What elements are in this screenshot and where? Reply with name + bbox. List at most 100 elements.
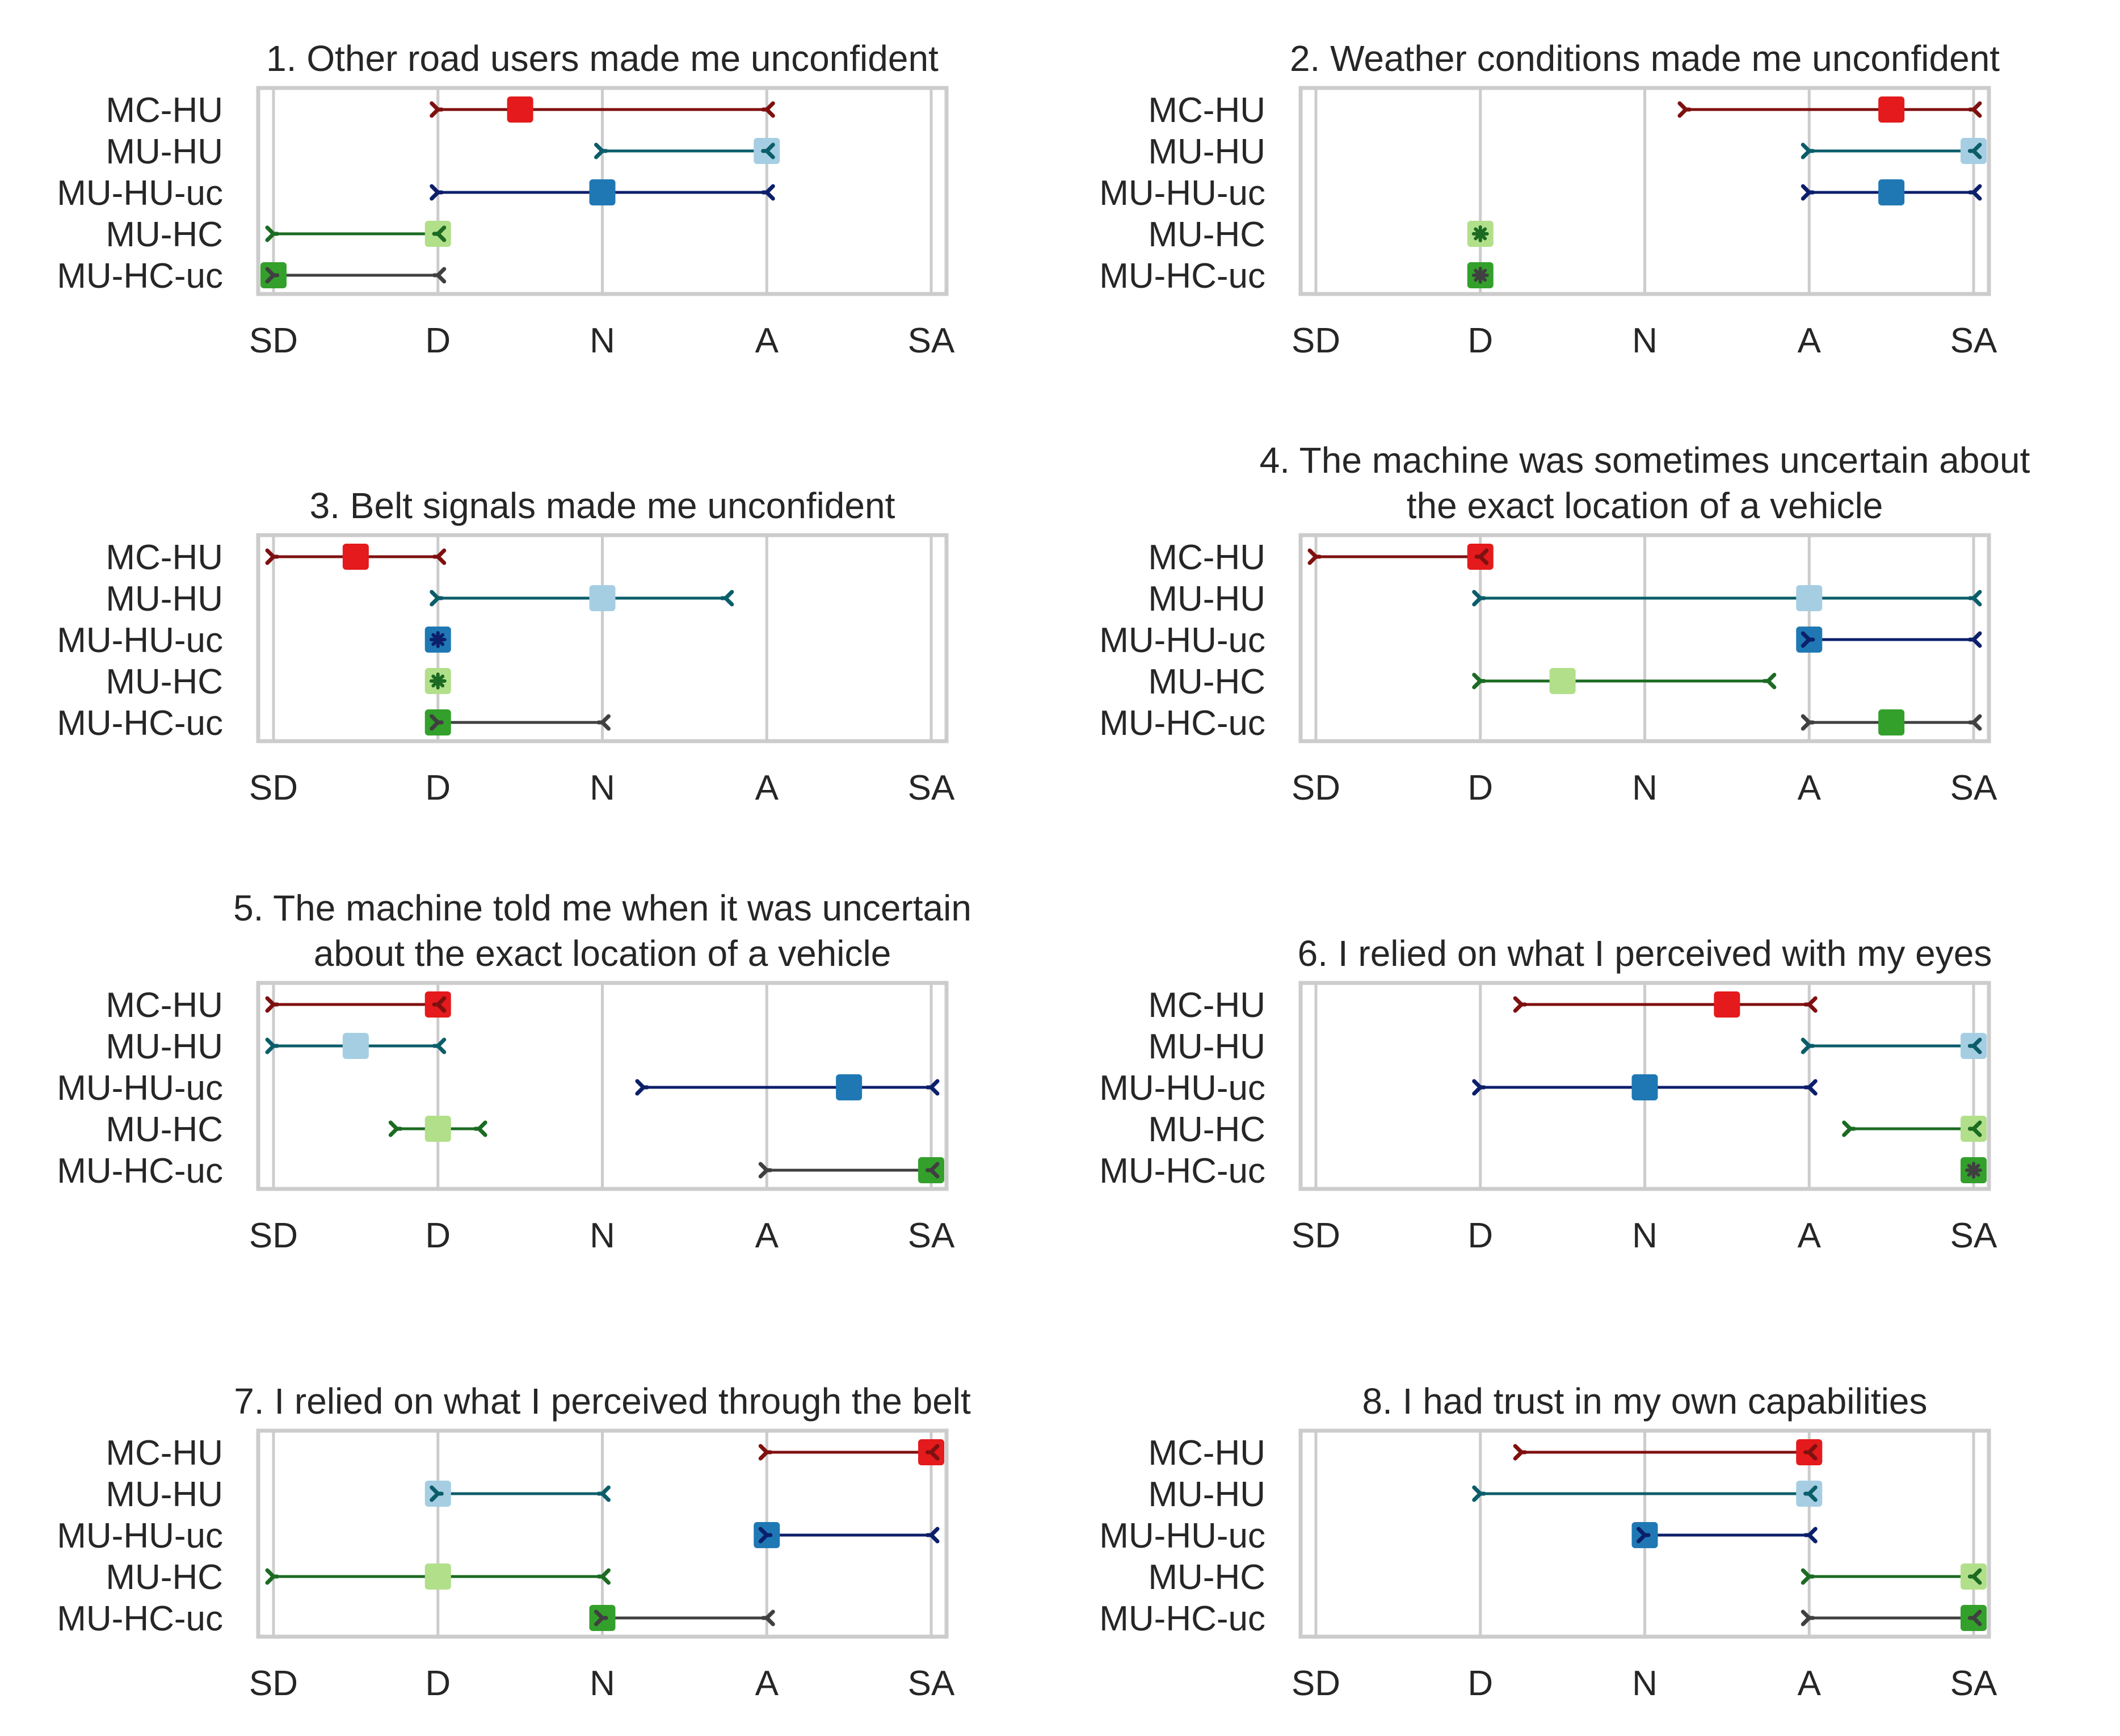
subplot-8: 8. I had trust in my own capabilities SD D… <box>1099 1381 1997 1703</box>
x-tick-label: N <box>590 321 615 360</box>
range-min-cap <box>265 1568 280 1585</box>
range-min-cap <box>758 1527 773 1544</box>
subplot-title: about the exact location of a vehicle <box>314 933 891 974</box>
y-tick-label: MU-HU-uc <box>57 1516 223 1556</box>
range-max-cap <box>432 548 447 565</box>
subplot-title: 6. I relied on what I perceived with my … <box>1298 933 1992 974</box>
range-max-cap <box>1967 142 1982 159</box>
y-tick-label: MU-HC-uc <box>1099 1151 1265 1191</box>
median-square <box>1549 668 1576 694</box>
range-min-cap <box>1637 1527 1651 1544</box>
subplot-6: 6. I relied on what I perceived with my … <box>1099 933 1997 1255</box>
x-tick-label: SA <box>908 321 955 360</box>
range-min-cap <box>1842 1120 1856 1137</box>
range-max-cap <box>761 184 775 201</box>
y-tick-label: MC-HU <box>106 1434 223 1473</box>
range-max-cap <box>1967 1037 1982 1054</box>
x-tick-label: D <box>1467 1664 1493 1703</box>
range-point-marker <box>1471 225 1489 242</box>
x-tick-label: A <box>755 1664 779 1703</box>
axes-frame <box>256 86 949 296</box>
range-max-cap <box>432 1037 447 1054</box>
subplot-title: 5. The machine told me when it was uncer… <box>233 888 971 928</box>
range-min-cap <box>388 1120 403 1137</box>
y-tick-label: MU-HU-uc <box>1099 1069 1265 1108</box>
subplot-title: 1. Other road users made me unconfident <box>266 38 939 79</box>
x-tick-label: N <box>590 768 615 808</box>
range-max-cap <box>1803 1485 1818 1502</box>
x-tick-label: SA <box>1950 1216 1997 1255</box>
range-max-cap <box>1803 1444 1818 1461</box>
y-tick-label: MU-HC <box>106 662 223 701</box>
x-tick-label: A <box>1798 1216 1822 1255</box>
range-min-cap <box>265 225 280 242</box>
y-tick-label: MU-HC-uc <box>57 704 223 743</box>
range-point-marker <box>429 631 447 648</box>
y-tick-label: MU-HC <box>106 1110 223 1149</box>
x-tick-label: SD <box>1292 1216 1340 1255</box>
y-tick-label: MC-HU <box>106 986 223 1025</box>
y-tick-label: MU-HU-uc <box>57 621 223 660</box>
range-min-cap <box>265 548 280 565</box>
range-min-cap <box>1801 631 1815 648</box>
median-square <box>589 179 616 205</box>
range-max-cap <box>761 142 775 159</box>
range-min-cap <box>1801 1037 1815 1054</box>
y-tick-label: MU-HC <box>1148 1558 1265 1597</box>
y-tick-label: MU-HU <box>1148 132 1265 171</box>
y-tick-label: MU-HC-uc <box>1099 704 1265 743</box>
axes-frame <box>1298 981 1991 1191</box>
subplot-title: 2. Weather conditions made me unconfiden… <box>1290 38 2000 79</box>
x-tick-label: N <box>1632 1216 1658 1255</box>
median-square <box>1878 179 1905 205</box>
y-tick-label: MU-HU-uc <box>57 1069 223 1108</box>
x-tick-label: SA <box>1950 321 1997 360</box>
x-tick-label: D <box>1467 321 1493 360</box>
y-tick-label: MC-HU <box>106 538 223 577</box>
y-tick-label: MU-HU-uc <box>1099 1516 1265 1556</box>
range-max-cap <box>1762 672 1777 690</box>
median-square <box>1878 709 1905 735</box>
median-square <box>424 1116 451 1142</box>
range-min-cap <box>758 1162 773 1179</box>
x-tick-label: SA <box>1950 1664 1997 1703</box>
y-tick-label: MU-HU <box>1148 1475 1265 1514</box>
x-tick-label: N <box>1632 768 1658 808</box>
x-tick-label: SA <box>908 1664 955 1703</box>
range-min-cap <box>430 184 444 201</box>
median-square <box>507 96 533 123</box>
axes-frame <box>256 1428 949 1639</box>
range-min-cap <box>1472 590 1486 607</box>
range-min-cap <box>1513 996 1528 1013</box>
y-tick-label: MC-HU <box>1148 986 1265 1025</box>
median-square <box>1796 585 1823 611</box>
x-tick-label: A <box>1798 321 1822 360</box>
range-max-cap <box>1967 184 1982 201</box>
median-square <box>342 544 369 570</box>
axes-frame <box>1298 86 1991 296</box>
range-min-cap <box>1472 1485 1486 1502</box>
x-tick-label: SD <box>1292 1664 1340 1703</box>
range-max-cap <box>1967 714 1982 731</box>
median-square <box>1631 1074 1658 1100</box>
subplot-5: 5. The machine told me when it was uncer… <box>57 888 971 1255</box>
range-min-cap <box>1677 101 1692 118</box>
range-max-cap <box>596 1568 611 1585</box>
y-tick-label: MU-HU-uc <box>57 174 223 213</box>
range-min-cap <box>594 142 608 159</box>
range-max-cap <box>1967 1609 1982 1626</box>
x-tick-label: A <box>755 768 779 808</box>
x-tick-label: N <box>590 1216 615 1255</box>
range-min-cap <box>430 1485 444 1502</box>
y-tick-label: MU-HC-uc <box>57 1151 223 1191</box>
range-point-marker <box>429 672 447 690</box>
median-square <box>424 1563 451 1590</box>
range-max-cap <box>925 1444 940 1461</box>
y-tick-label: MU-HC <box>1148 215 1265 254</box>
range-max-cap <box>1474 548 1489 565</box>
range-min-cap <box>1801 1609 1815 1626</box>
range-max-cap <box>1967 1568 1982 1585</box>
median-square <box>589 585 616 611</box>
range-min-cap <box>1801 714 1815 731</box>
range-min-cap <box>1472 672 1486 690</box>
